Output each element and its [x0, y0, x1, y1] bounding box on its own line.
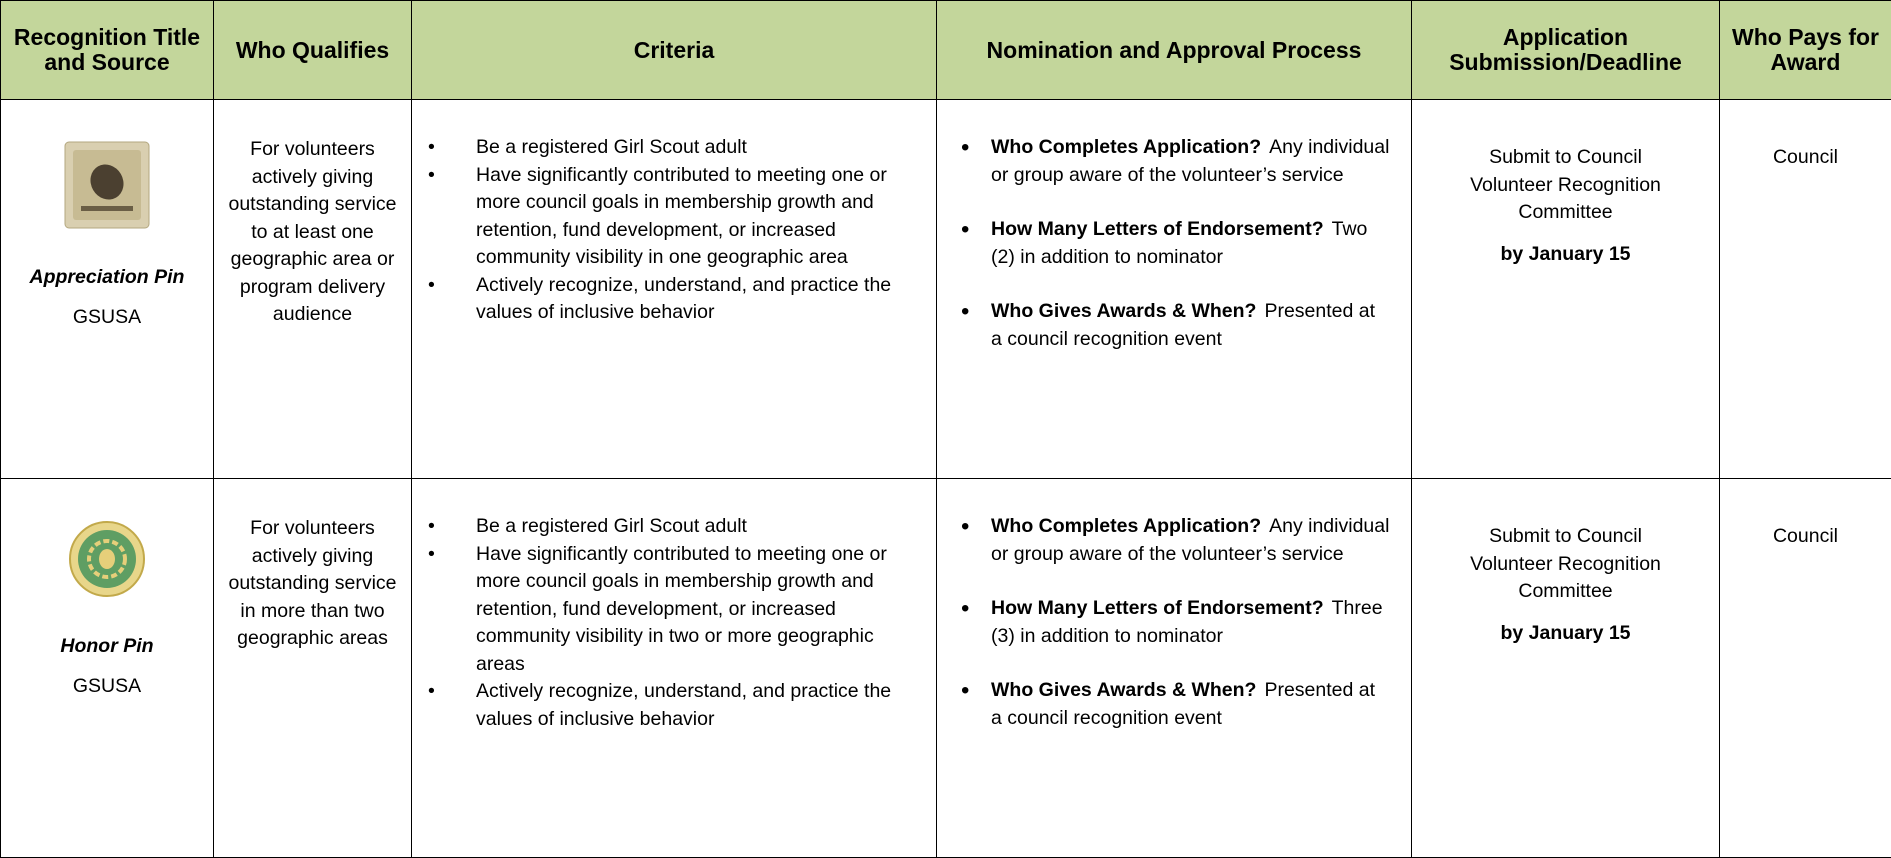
- process-cell: Who Completes Application?Any individual…: [937, 479, 1412, 858]
- process-item: Who Gives Awards & When?Presented at a c…: [949, 677, 1391, 732]
- who-qualifies: For volunteers actively giving outstandi…: [214, 479, 412, 858]
- appreciation-pin-icon: [63, 140, 151, 230]
- process-question: Who Completes Application?: [991, 515, 1261, 537]
- criterion: Actively recognize, understand, and prac…: [426, 272, 916, 327]
- award-title: Appreciation Pin: [1, 264, 213, 292]
- header: Nomination and Approval Process: [937, 1, 1412, 100]
- award-row: Appreciation Pin GSUSA For volunteers ac…: [1, 100, 1891, 479]
- criteria-list: Be a registered Girl Scout adult Have si…: [426, 134, 916, 327]
- award-source: GSUSA: [1, 304, 213, 332]
- process-question: How Many Letters of Endorsement?: [991, 218, 1324, 240]
- page: Recognition Title and Source Who Qualifi…: [0, 0, 1891, 772]
- title-cell: Appreciation Pin GSUSA: [1, 100, 214, 479]
- title-cell: Honor Pin GSUSA: [1, 479, 214, 858]
- award-row: Honor Pin GSUSA For volunteers actively …: [1, 479, 1891, 858]
- process-question: Who Gives Awards & When?: [991, 300, 1256, 322]
- deadline: by January 15: [1452, 620, 1679, 648]
- criterion: Be a registered Girl Scout adult: [426, 513, 916, 541]
- header: Application Submission/Deadline: [1412, 1, 1720, 100]
- submission: Submit to Council Volunteer Recognition …: [1452, 144, 1679, 227]
- process-item: Who Completes Application?Any individual…: [949, 134, 1391, 189]
- criteria-cell: Be a registered Girl Scout adult Have si…: [412, 479, 937, 858]
- process-item: Who Completes Application?Any individual…: [949, 513, 1391, 568]
- header: Who Qualifies: [214, 1, 412, 100]
- process-question: Who Completes Application?: [991, 136, 1261, 158]
- submission-cell: Submit to Council Volunteer Recognition …: [1412, 100, 1720, 479]
- criteria-cell: Be a registered Girl Scout adult Have si…: [412, 100, 937, 479]
- criterion: Actively recognize, understand, and prac…: [426, 678, 916, 733]
- process-question: Who Gives Awards & When?: [991, 679, 1256, 701]
- deadline: by January 15: [1452, 241, 1679, 269]
- criterion: Have significantly contributed to meetin…: [426, 541, 916, 679]
- process-list: Who Completes Application?Any individual…: [949, 134, 1391, 353]
- header: Who Pays for Award: [1720, 1, 1891, 100]
- header: Recognition Title and Source: [1, 1, 214, 100]
- process-item: How Many Letters of Endorsement?Three (3…: [949, 595, 1391, 650]
- header: Criteria: [412, 1, 937, 100]
- award-title: Honor Pin: [1, 633, 213, 661]
- process-item: Who Gives Awards & When?Presented at a c…: [949, 298, 1391, 353]
- submission-cell: Submit to Council Volunteer Recognition …: [1412, 479, 1720, 858]
- process-cell: Who Completes Application?Any individual…: [937, 100, 1412, 479]
- process-question: How Many Letters of Endorsement?: [991, 597, 1324, 619]
- process-list: Who Completes Application?Any individual…: [949, 513, 1391, 732]
- award-source: GSUSA: [1, 673, 213, 701]
- criteria-list: Be a registered Girl Scout adult Have si…: [426, 513, 916, 733]
- process-item: How Many Letters of Endorsement?Two (2) …: [949, 216, 1391, 271]
- criterion: Have significantly contributed to meetin…: [426, 162, 916, 272]
- criterion: Be a registered Girl Scout adult: [426, 134, 916, 162]
- who-pays: Council: [1720, 479, 1891, 858]
- honor-pin-icon: [67, 519, 147, 599]
- submission: Submit to Council Volunteer Recognition …: [1452, 523, 1679, 606]
- header-row: Recognition Title and Source Who Qualifi…: [1, 1, 1891, 100]
- who-qualifies: For volunteers actively giving outstandi…: [214, 100, 412, 479]
- who-pays: Council: [1720, 100, 1891, 479]
